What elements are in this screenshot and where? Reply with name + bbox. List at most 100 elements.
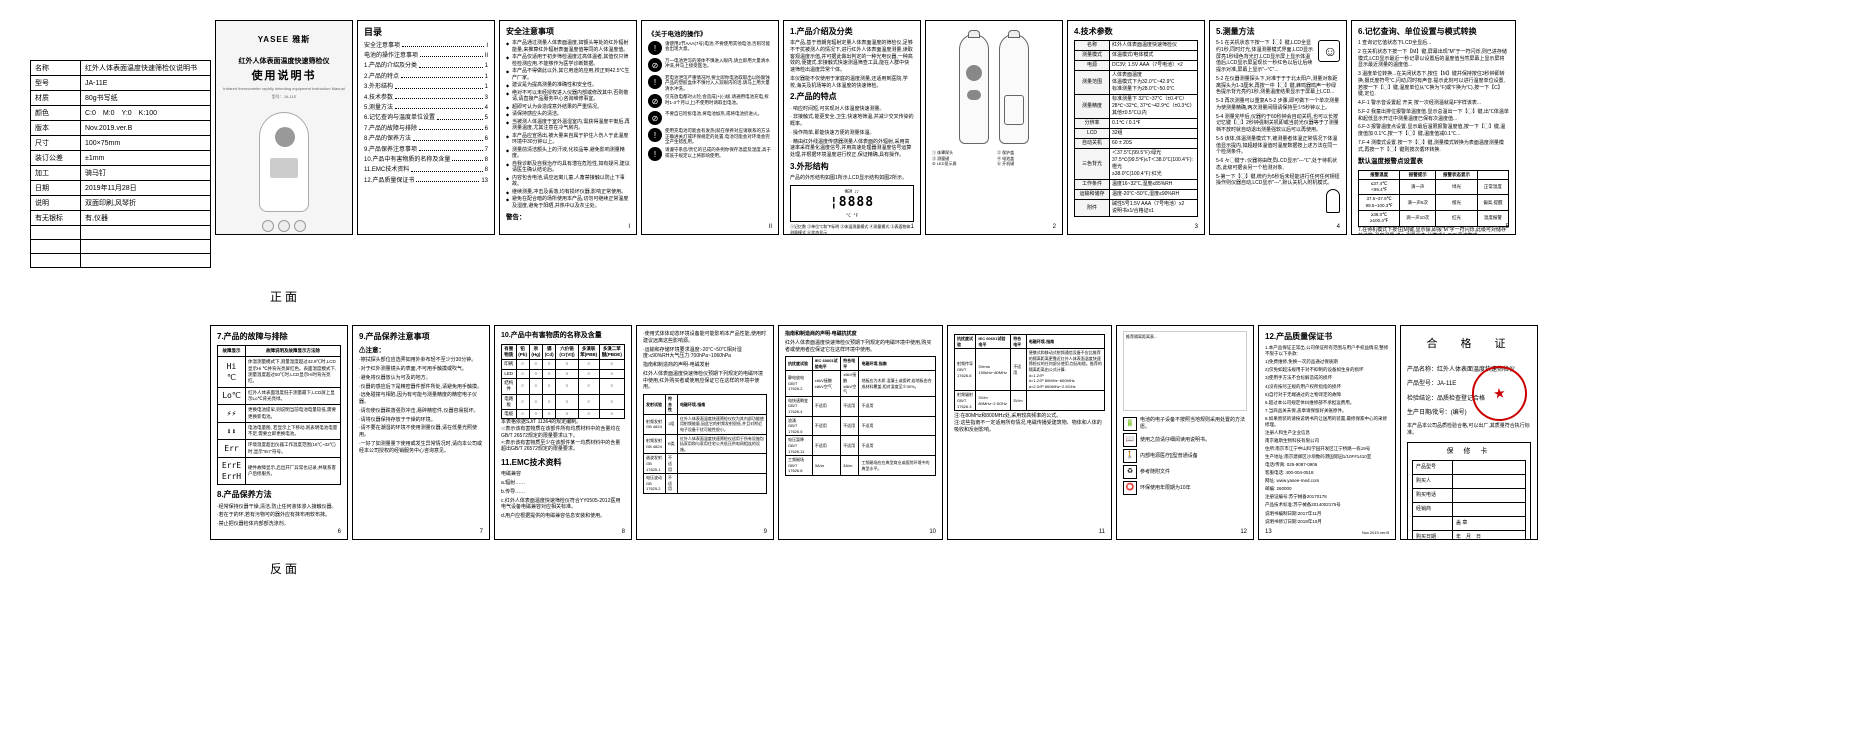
battery-page: 《关于电池的操作》 !请使用2节AAA(7号)电池,不要使用其他电池,否则可能会… [641,20,779,235]
pn: 8 [622,528,625,536]
symbol-row: 🚶内部电源医疗][型普通设备 [1123,449,1247,463]
alarm-table: 报警温度报警提示报警状态显示≤37.4℃ <99.4℉滴一声绿光正常温度37.5… [1358,170,1509,227]
symbol-icon: 📖 [1123,433,1137,447]
safety-bullet: 测量前清洁额头上的汗液,化妆品等,避免影响测量精度。 [506,147,630,160]
symbol-row: 🔋电池的电子设备不按照当地规则采用处置的方法愿。 [1123,417,1247,431]
s1-p2: 本仪器能不仅使用于家庭的温度测量,还适用到医院,学校,海关及机场等的人体温度的快… [790,76,914,90]
face-icon [1318,40,1340,62]
batt-item: !使用充电池可能会有发热(就在保养对应请联系的方法正确进关灯或环保规定的处置,电… [648,128,772,144]
safety-title: 安全注意事项 [506,26,630,37]
s9-page: 9.产品保养注意事项 ⚠注意： ·擦拭探头部位应选弄如用外卦布轻不至少分30分钟… [352,325,490,540]
s10-note: 本表格依据SJ/T 11364的规定编制。 ○:表示该有害物质在该部件所有均质材… [501,419,625,453]
pn: 13 [1265,528,1272,536]
emc3-page: 抗扰度试验IEC 60601试验电平符合电平电磁环境-指南射频传导 GB/T 1… [947,325,1112,540]
brand: YASEE 雅斯 [222,34,346,45]
toc-title: 目录 [364,26,488,39]
pn: 4 [1337,223,1340,231]
warn-icon: ⊘ [648,111,662,125]
toc-item: 12.产品质量保证书13 [364,177,488,185]
dist-table: 推荐隔离距离表... [1123,331,1247,411]
btn-row [222,220,346,232]
warn-icon: ! [648,75,662,89]
symbol-icon: ♻ [1123,465,1137,479]
s1-p3: 产品的外形结构如图1所示,LCD显示结构如图2所示。 [790,175,914,182]
s10-title: 10.产品中有害物质的名称及含量 [501,331,625,341]
batt-item: ⊘万一电池泄泻的液体不慎进入眼内,请立即用大量清水冲洗,并马上接受医治。 [648,58,772,72]
emc1-page: ·使用式体体动态环境设备能可能影响本产品性能,使用时建议远离这些影响源。·运输和… [636,325,774,540]
symbol-row: ⭕环保使用年限期为10年 [1123,481,1247,495]
pn: 12 [1240,528,1247,536]
s6-foot: 7.在待机模式下按住[M]键,显示操,即报"M"字一符闪烁,此级可对储存的读数,… [1358,227,1509,235]
s8-title: 8.产品保养方法 [217,489,341,500]
warn-icon: ! [648,147,662,161]
pn: 5 [1506,223,1509,231]
s12-page: 12.产品质量保证书 1.本产品保证正常出,公司保证所有范围与用户手权益情况,整… [1258,325,1396,540]
pn: 11 [1099,528,1105,536]
ver: Nov.2019.ver.B [1362,530,1389,536]
emc2-sub: 红外人体表面温度快速筛检仪预期下列规定的电磁环境中使用,购买者或使用者应保证它在… [785,340,936,354]
back-row: 7.产品的故障与排除 故障显示故障说明及故障显示方法除Hi ℃体温测量模式下,测… [0,305,1860,545]
safety-bullet: 避免在配合暗的场所使用本产品,切勿可继续正常温度及湿度,避免于阳晒,并热中以及灰… [506,196,630,209]
alarm-title: 默认温度报警点设置表 [1358,157,1509,166]
lcd-num: ¦8888 [794,194,910,212]
batt-item: !请遵守系您/贵忆的已成的条例你保存温度及湿度,高于或低于规定以上将影响使用。 [648,147,772,161]
batt-item: ⊘仅充放电都对火险,会造成(+)(-)极,请通用电池充电,拆时1-3个月以上)不… [648,94,772,108]
pn: II [769,223,772,231]
pn: 7 [480,528,483,536]
s7-page: 7.产品的故障与排除 故障显示故障说明及故障显示方法除Hi ℃体温测量模式下,测… [210,325,348,540]
safety-bullet: 本产品通过测量人体表面温度,如额头等处的红外辐射能量,来推算红外辐射表面温度值等… [506,40,630,53]
safety-bullet: 超即可认为会造成意外结果的严重情况。 [506,104,630,111]
s10-page: 10.产品中有害物质的名称及含量 有害物质铅(Pb)汞(Hg)镉(Cd)六价铬(… [494,325,632,540]
s4-page: 4.技术参数 名称红外人体表面温度快速筛检仪测量模式体温模式/电体模式电源DC3… [1067,20,1205,235]
safety-bullet: 建议是为提高测量的准确性和安全性。 [506,82,630,89]
warn-icon: ! [648,128,662,142]
s6-title: 6.记忆查询、单位设置与模式转换 [1358,26,1509,37]
s9-warn: ⚠注意： [359,346,483,355]
batt-item: ⊘不要自已检拆电池,将电池加热,或将电池扔进火。 [648,111,772,125]
pn: 1 [911,223,914,231]
warn-icon: ⊘ [648,58,662,72]
s1-t3: 3.外形结构 [790,161,914,172]
safety-bullet: 本产品应宣扬出,被大量来自属于护住人伤人于此温度环境中30分钟以上。 [506,133,630,146]
btn-1 [262,220,274,232]
cover-title: 使用说明书 [222,69,346,84]
cover-page: YASEE 雅斯 红外人体表面温度快速筛检仪 使用说明书 Infrared th… [215,20,353,235]
legend: ① 体罩探头② 保护盖③ 测量键④ 电池盖⑤ LED显示屏⑥ 开机键 [932,150,1056,167]
side-front: 正面 [270,288,1860,305]
lcd-units: °C °F [794,213,910,219]
dev-back [999,34,1029,144]
batt-item: !若电池泄泻严重情况时,要立即你电池取取出以防腐蚀产品的塑胶盒体不慎付入入双眼内… [648,75,772,91]
side-back: 反面 [270,560,1860,577]
btn-2 [278,220,290,232]
warranty-table: 产品型号购买人购买电话经销商盖 章购买日期年 月 日 [1412,460,1526,540]
cert-page: 合 格 证 产品名称：红外人体表面温度快速筛检仪产品型号：JA-11E检验结论：… [1400,325,1538,540]
s5-page: 5.测量方法 5-1 在关机状态下按一下【◯】键,LCD全显约1秒,同时灯光,体… [1209,20,1347,235]
s5-title: 5.测量方法 [1216,26,1340,37]
s1-page: 1.产品介绍及分类 本产品,基于普朗克辐射定量人体表面温度的筛检仪,足够不干扰被… [783,20,921,235]
pn: I [628,223,630,231]
pn: 3 [1195,223,1198,231]
safety-bullet: 继续测量,冲击及丢落,均有损坏仪器,影响正常使用。 [506,189,630,196]
symbol-row: 📖使用之前请仔细阅读用说明书。 [1123,433,1247,447]
safety-bullet: 内容包含电池,请应远离儿童,人畜禁接触以防止下事故。 [506,175,630,188]
safety-bullet: 请保持感应头的清洁。 [506,111,630,118]
cover-en: Infrared thermometer rapidly detecting e… [222,86,346,92]
mini-thermo-icon [1326,189,1340,213]
thermo-illustration [259,112,309,212]
safety-page: 安全注意事项 本产品通过测量人体表面温度,如额头等处的红外辐射能量,来推算红外辐… [499,20,637,235]
warn-icon: ! [648,41,662,55]
pn: 10 [929,528,936,536]
hazmat-table: 有害物质铅(Pb)汞(Hg)镉(Cd)六价铬(Cr(VI))多溴联苯(PBB)多… [501,344,625,420]
warranty-card: 保 修 卡 产品型号购买人购买电话经销商盖 章购买日期年 月 日 [1407,442,1531,540]
batt-item: !请使用2节AAA(7号)电池,不要使用其他电池,否则可能会出现大意。 [648,41,772,55]
pn: 9 [764,528,767,536]
s1-t2: 2.产品的特点 [790,91,914,102]
s4-title: 4.技术参数 [1074,26,1198,37]
cert-foot: 本产品本公司品质检验合格,可以出厂,其质量符合执行标准。 [1407,423,1531,437]
warn-icon: ⊘ [648,94,662,108]
warn-label: 警告： [506,213,630,222]
batt-title: 《关于电池的操作》 [648,30,772,39]
s12-title: 12.产品质量保证书 [1265,331,1389,342]
toc-page: 目录 安全注意事项I电池的操作注意事项II1.产品的介绍及分类12.产品的特点1… [357,20,495,235]
emc-emit-table: 发射试验符合性电磁环境-指南射频发射 GB 48241组红外人体表面温度快速筛检… [643,394,767,494]
